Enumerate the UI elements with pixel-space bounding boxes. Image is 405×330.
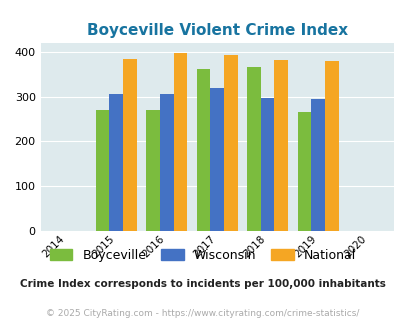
Bar	[196, 69, 210, 231]
Bar	[297, 112, 311, 231]
Bar	[96, 110, 109, 231]
Bar	[324, 61, 338, 231]
Bar	[260, 98, 274, 231]
Bar	[123, 59, 136, 231]
Bar	[311, 99, 324, 231]
Title: Boyceville Violent Crime Index: Boyceville Violent Crime Index	[86, 22, 347, 38]
Bar	[247, 67, 260, 231]
Legend: Boyceville, Wisconsin, National: Boyceville, Wisconsin, National	[45, 244, 360, 267]
Text: Crime Index corresponds to incidents per 100,000 inhabitants: Crime Index corresponds to incidents per…	[20, 279, 385, 289]
Bar	[210, 88, 224, 231]
Text: © 2025 CityRating.com - https://www.cityrating.com/crime-statistics/: © 2025 CityRating.com - https://www.city…	[46, 309, 359, 318]
Bar	[146, 110, 160, 231]
Bar	[224, 54, 237, 231]
Bar	[160, 93, 173, 231]
Bar	[109, 93, 123, 231]
Bar	[274, 60, 288, 231]
Bar	[173, 53, 187, 231]
